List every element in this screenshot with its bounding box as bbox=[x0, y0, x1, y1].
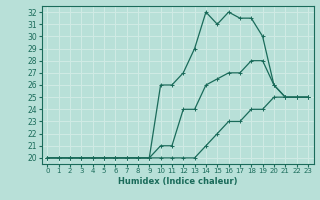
X-axis label: Humidex (Indice chaleur): Humidex (Indice chaleur) bbox=[118, 177, 237, 186]
